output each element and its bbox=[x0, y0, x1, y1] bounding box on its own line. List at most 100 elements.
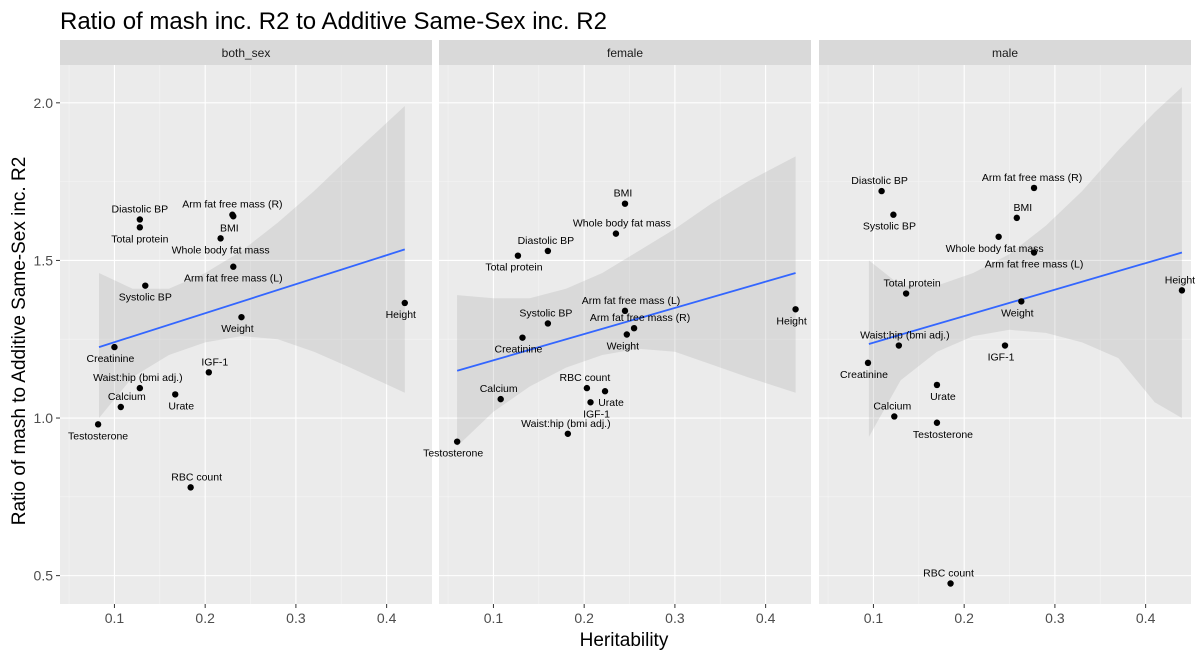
point-label: Calcium bbox=[480, 383, 518, 395]
data-point bbox=[1030, 249, 1038, 256]
x-tick-label: 0.3 bbox=[1045, 610, 1065, 626]
fit-line bbox=[868, 251, 1183, 345]
point-label: BMI bbox=[614, 188, 633, 200]
x-tick-label: 0.2 bbox=[195, 610, 215, 626]
point-label: Height bbox=[776, 315, 806, 327]
data-point bbox=[878, 187, 885, 195]
point-label: Calcium bbox=[873, 400, 911, 412]
panel-male: male Diastolic BP Arm fat free mass (R) BMI… bbox=[819, 40, 1195, 626]
data-point bbox=[621, 307, 629, 315]
data-point bbox=[864, 359, 872, 367]
point-label: RBC count bbox=[923, 568, 974, 580]
point-label: IGF-1 bbox=[988, 352, 1015, 364]
point-label: Systolic BP bbox=[519, 307, 572, 319]
confidence-band bbox=[457, 156, 796, 447]
point-label: Diastolic BP bbox=[112, 203, 169, 215]
data-point bbox=[94, 421, 102, 428]
data-point bbox=[612, 230, 620, 237]
data-point bbox=[142, 282, 149, 289]
data-point bbox=[933, 381, 941, 389]
point-label: Creatinine bbox=[87, 353, 135, 365]
panel-background bbox=[60, 65, 432, 604]
data-point bbox=[401, 299, 408, 307]
data-point bbox=[205, 369, 212, 376]
confidence-band bbox=[868, 87, 1182, 437]
data-point bbox=[1018, 298, 1025, 305]
fit-line bbox=[98, 248, 406, 348]
y-tick-label: 1.5 bbox=[34, 252, 54, 268]
y-axis-title: Ratio of mash to Additive Same-Sex inc. … bbox=[9, 157, 30, 526]
point-label: Creatinine bbox=[495, 344, 543, 356]
point-label: Waist:hip (bmi adj.) bbox=[860, 330, 949, 342]
point-label: Testosterone bbox=[913, 429, 973, 441]
data-point bbox=[621, 200, 629, 207]
x-tick-label: 0.1 bbox=[864, 610, 884, 626]
data-point bbox=[519, 334, 526, 341]
data-point bbox=[1001, 342, 1009, 349]
x-axis-title: Heritability bbox=[580, 630, 669, 651]
point-label: Weight bbox=[1001, 307, 1034, 319]
data-point bbox=[587, 399, 594, 406]
data-point bbox=[136, 384, 144, 392]
data-point bbox=[890, 211, 897, 218]
point-label: Arm fat free mass (R) bbox=[182, 199, 282, 211]
point-label: Arm fat free mass (L) bbox=[582, 295, 681, 307]
point-label: Creatinine bbox=[840, 369, 888, 381]
point-label: Whole body fat mass bbox=[573, 218, 671, 230]
panel-both-sex: both_sex Diastolic BP Total protein Arm fat… bbox=[60, 40, 432, 626]
point-label: Urate bbox=[168, 400, 194, 412]
data-point bbox=[217, 235, 224, 242]
panel-female: female BMI Whole body fat mass Diastolic BP… bbox=[423, 40, 811, 626]
gridlines bbox=[819, 65, 1191, 604]
facet-label: male bbox=[992, 46, 1018, 60]
point-label: BMI bbox=[220, 222, 239, 234]
x-tick-label: 0.4 bbox=[1136, 610, 1156, 626]
facet-label: both_sex bbox=[222, 46, 271, 60]
data-point bbox=[1013, 214, 1020, 222]
data-point bbox=[995, 233, 1002, 240]
data-point bbox=[792, 306, 799, 313]
data-point bbox=[230, 263, 237, 270]
point-label: Whole body fat mass bbox=[946, 243, 1044, 255]
data-point bbox=[136, 216, 144, 223]
point-label: Diastolic BP bbox=[518, 235, 575, 247]
point-label: Height bbox=[1165, 274, 1195, 286]
point-label: Diastolic BP bbox=[851, 175, 908, 187]
point-label: RBC count bbox=[171, 471, 222, 483]
data-point bbox=[564, 430, 572, 437]
data-point bbox=[544, 247, 552, 255]
point-label: Calcium bbox=[108, 391, 146, 403]
y-tick-label: 0.5 bbox=[34, 568, 54, 584]
data-point bbox=[136, 224, 144, 231]
data-point bbox=[891, 413, 898, 420]
point-label: Testosterone bbox=[68, 430, 128, 442]
point-label: Urate bbox=[598, 397, 624, 409]
data-point bbox=[933, 419, 941, 426]
facet-strip bbox=[819, 40, 1191, 65]
point-label: IGF-1 bbox=[201, 356, 228, 368]
fit-line bbox=[456, 272, 796, 372]
point-label: Whole body fat mass bbox=[172, 244, 270, 256]
data-point bbox=[583, 384, 591, 392]
data-point bbox=[623, 331, 631, 338]
panel-background bbox=[819, 65, 1191, 604]
point-label: Arm fat free mass (R) bbox=[590, 312, 690, 324]
point-label: Total protein bbox=[485, 262, 542, 274]
data-point bbox=[230, 213, 237, 220]
data-point bbox=[514, 252, 522, 259]
point-label: Weight bbox=[221, 323, 254, 335]
chart-title: Ratio of mash inc. R2 to Additive Same-S… bbox=[60, 8, 607, 35]
x-tick-label: 0.3 bbox=[665, 610, 685, 626]
point-label: BMI bbox=[1013, 202, 1032, 214]
point-label: Systolic BP bbox=[863, 221, 916, 233]
data-point bbox=[172, 391, 179, 398]
x-tick-label: 0.3 bbox=[286, 610, 306, 626]
x-tick-label: 0.4 bbox=[377, 610, 397, 626]
point-label: Urate bbox=[930, 391, 956, 403]
y-tick-label: 2.0 bbox=[34, 95, 54, 111]
data-point bbox=[1030, 184, 1038, 192]
point-label: Arm fat free mass (L) bbox=[184, 273, 283, 285]
y-axis: 0.5 1.0 1.5 2.0 bbox=[34, 95, 60, 584]
data-point bbox=[117, 403, 124, 411]
